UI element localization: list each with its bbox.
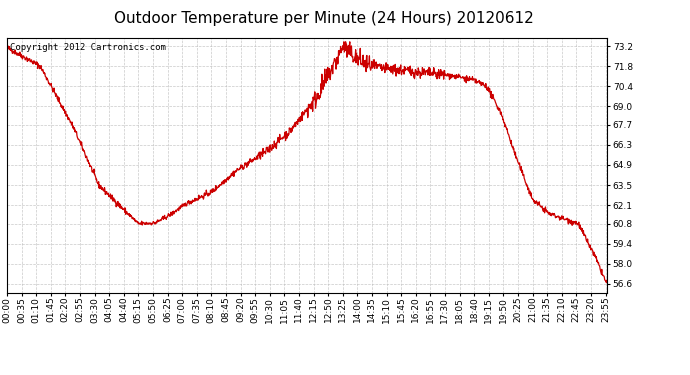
- Text: Outdoor Temperature per Minute (24 Hours) 20120612: Outdoor Temperature per Minute (24 Hours…: [115, 11, 534, 26]
- Text: Copyright 2012 Cartronics.com: Copyright 2012 Cartronics.com: [10, 43, 166, 52]
